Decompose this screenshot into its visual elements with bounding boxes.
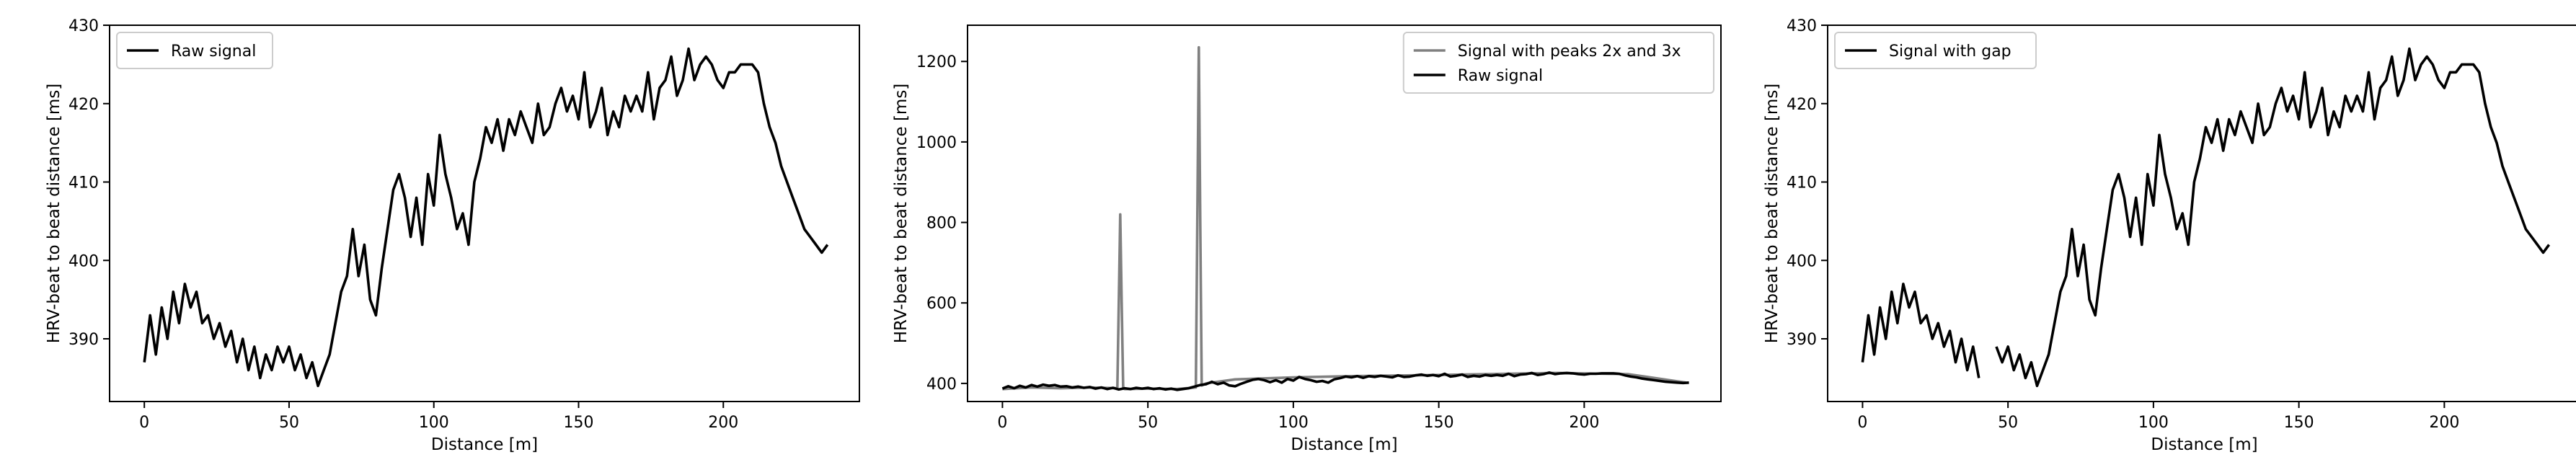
legend-box	[1834, 32, 2037, 69]
y-tick-label: 1000	[916, 134, 957, 152]
x-tick-label: 200	[1569, 414, 1599, 432]
chart-panel-3: 0 50 100 150 200 390 400 410 420 430 Distance [m] H…	[1763, 17, 2576, 454]
y-tick-label: 800	[926, 215, 957, 233]
series-line-signal-with-gap	[1861, 47, 2551, 388]
x-tick-label: 150	[1424, 414, 1454, 432]
x-axis-label: Distance [m]	[1291, 435, 1397, 454]
y-tick-label: 400	[68, 252, 99, 270]
y-axis-label: HRV-beat to beat distance [ms]	[892, 84, 911, 344]
legend-box	[116, 32, 273, 69]
legend-label: Raw signal	[1458, 67, 1543, 85]
x-tick-label: 0	[1857, 414, 1867, 432]
x-tick-label: 0	[997, 414, 1007, 432]
legend: Signal with gap	[1834, 32, 2037, 69]
legend-label: Signal with gap	[1889, 43, 2011, 61]
legend-box	[1402, 32, 1715, 94]
x-tick-label: 50	[279, 414, 299, 432]
axes-frame	[109, 25, 860, 402]
legend-label: Raw signal	[171, 43, 256, 61]
x-tick-label: 50	[1998, 414, 2018, 432]
legend: Raw signal	[116, 32, 273, 69]
y-tick-label: 410	[68, 174, 99, 192]
x-tick-label: 200	[708, 414, 738, 432]
y-axis-label: HRV-beat to beat distance [ms]	[1763, 84, 1781, 344]
y-tick-label: 410	[1787, 174, 1817, 192]
y-tick-label: 430	[1787, 17, 1817, 35]
series-line-raw-signal	[1001, 371, 1689, 391]
x-tick-label: 150	[564, 414, 594, 432]
axes-frame	[967, 25, 1722, 402]
legend: Signal with peaks 2x and 3x Raw signal	[1402, 32, 1715, 94]
series-line-raw-signal	[143, 47, 829, 388]
y-tick-label: 430	[68, 17, 99, 35]
x-tick-label: 150	[2284, 414, 2314, 432]
y-tick-label: 400	[926, 376, 957, 394]
y-tick-label: 600	[926, 295, 957, 313]
x-tick-label: 100	[2138, 414, 2169, 432]
legend-label: Signal with peaks 2x and 3x	[1458, 43, 1681, 61]
x-tick-label: 50	[1138, 414, 1158, 432]
y-tick-label: 420	[68, 96, 99, 114]
x-tick-label: 0	[139, 414, 149, 432]
x-axis-label: Distance [m]	[431, 435, 538, 454]
x-axis-label: Distance [m]	[2151, 435, 2257, 454]
y-tick-label: 400	[1787, 252, 1817, 270]
y-tick-label: 390	[68, 331, 99, 349]
y-tick-label: 420	[1787, 96, 1817, 114]
y-tick-label: 1200	[916, 53, 957, 71]
y-tick-label: 390	[1787, 331, 1817, 349]
chart-panel-2: 0 50 100 150 200 400 600 800 1000 1200 Distance [m…	[892, 25, 1722, 454]
x-tick-label: 100	[419, 414, 449, 432]
x-tick-label: 200	[2429, 414, 2459, 432]
chart-panel-1: 0 50 100 150 200 390 400 410 420 430 Distance [m] H…	[45, 17, 860, 454]
y-axis-label: HRV-beat to beat distance [ms]	[45, 84, 63, 344]
axes-frame	[1827, 25, 2576, 402]
x-tick-label: 100	[1278, 414, 1309, 432]
